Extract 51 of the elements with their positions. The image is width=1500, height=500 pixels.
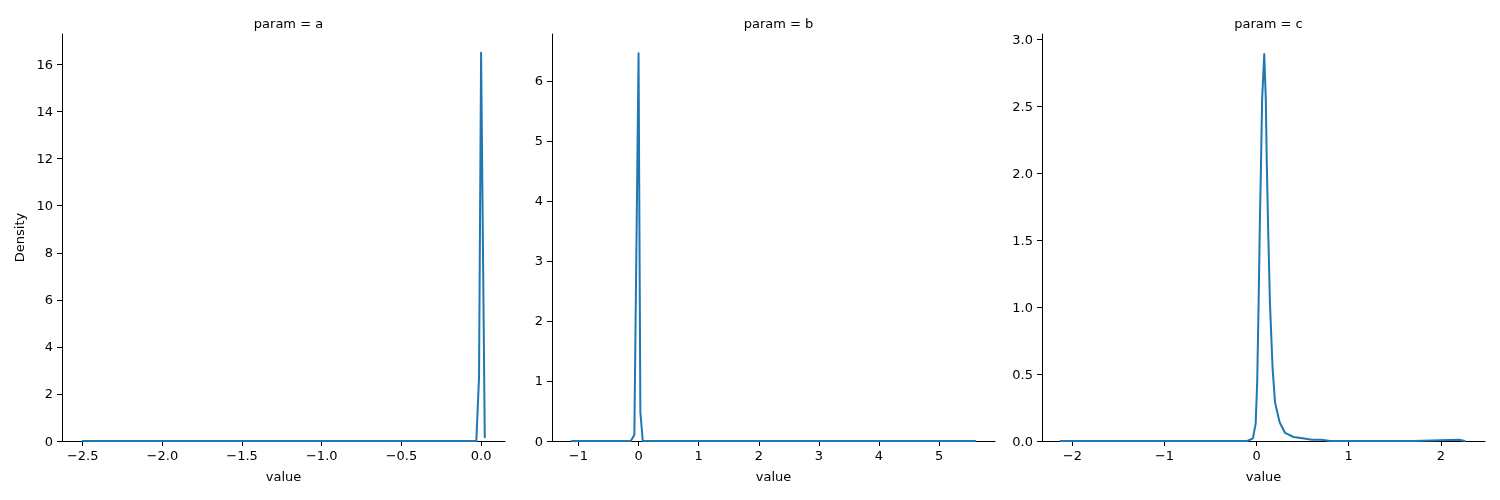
y-tick-label: 3.0 [1012, 31, 1033, 47]
line-series [81, 51, 486, 442]
x-tick-label: −2.5 [66, 448, 99, 463]
y-tick-label: 0.5 [1012, 366, 1033, 382]
x-tick-label: −2.0 [146, 448, 179, 463]
x-tick-label: 1 [694, 448, 703, 463]
x-tick-label: −0.5 [385, 448, 418, 463]
y-axis-title: Density [11, 212, 27, 263]
y-tick-label: 14 [36, 104, 53, 120]
x-axis-title: value [265, 469, 302, 484]
y-tick-label: 2 [44, 386, 53, 402]
line-series [570, 52, 977, 442]
x-tick-label: 2 [754, 448, 763, 463]
y-tick-label: 0 [534, 433, 543, 449]
x-tick-label: −1.5 [226, 448, 258, 463]
x-tick-label: 0 [1252, 448, 1261, 463]
y-tick-label: 4 [534, 193, 543, 209]
y-tick-label: 8 [44, 245, 53, 261]
y-tick-label: 5 [534, 133, 543, 149]
y-tick-label: 2 [534, 313, 543, 329]
y-tick-label: 3 [534, 253, 543, 269]
y-tick-label: 2.5 [1012, 98, 1033, 114]
x-tick-label: −2 [1062, 448, 1082, 463]
x-tick-label: 1 [1344, 448, 1353, 463]
chart-title: param = b [743, 16, 814, 31]
x-tick-label: −1.0 [305, 448, 338, 463]
y-tick-label: 2.0 [1012, 165, 1033, 181]
x-tick-label: 5 [934, 448, 944, 463]
y-tick-label: 1.0 [1012, 299, 1033, 315]
x-tick-label: 2 [1436, 448, 1445, 463]
y-tick-label: 10 [36, 198, 53, 214]
x-axis-title: value [1245, 469, 1282, 484]
x-tick-label: 3 [814, 448, 824, 463]
x-tick-label: −1 [568, 448, 589, 463]
y-tick-label: 6 [44, 292, 53, 308]
y-tick-label: 0 [44, 433, 53, 449]
chart-title: param = c [1234, 16, 1303, 31]
x-tick-label: 0 [634, 448, 643, 463]
x-axis-title: value [755, 469, 792, 484]
y-tick-label: 4 [44, 339, 53, 355]
y-tick-label: 6 [534, 73, 543, 89]
x-tick-label: 0.0 [470, 448, 492, 463]
chart-title: param = a [253, 16, 324, 31]
y-tick-label: 1.5 [1012, 232, 1033, 248]
y-tick-label: 1 [534, 373, 543, 389]
y-tick-label: 0.0 [1012, 433, 1033, 449]
line-series [1059, 53, 1466, 442]
y-tick-label: 16 [36, 57, 53, 73]
x-tick-label: −1 [1154, 448, 1175, 463]
y-tick-label: 12 [36, 151, 53, 167]
x-tick-label: 4 [874, 448, 884, 463]
